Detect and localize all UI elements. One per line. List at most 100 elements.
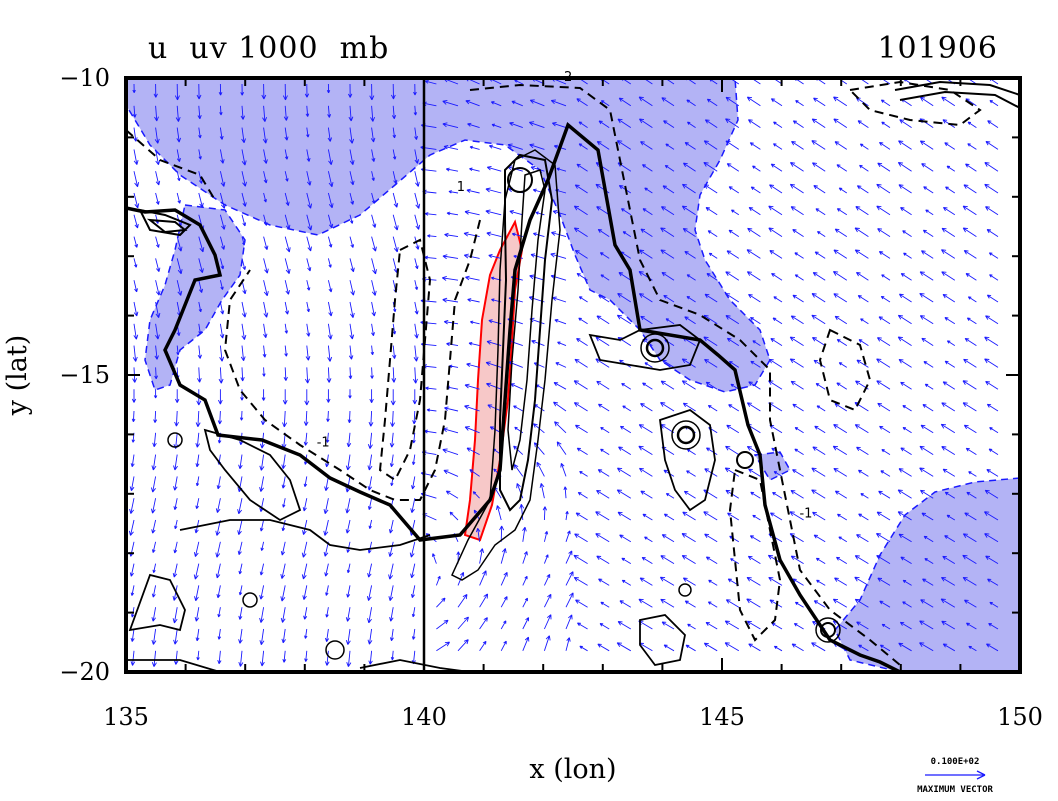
wind-vector xyxy=(565,614,573,630)
wind-vector xyxy=(660,402,675,412)
wind-vector xyxy=(303,607,308,620)
wind-vector xyxy=(816,579,826,586)
wind-vector xyxy=(665,493,675,499)
wind-vector xyxy=(241,171,247,187)
wind-vector xyxy=(962,227,977,237)
wind-vector xyxy=(941,249,956,259)
wind-vector xyxy=(703,140,718,150)
wind-vector xyxy=(345,519,351,534)
wind-vector xyxy=(877,162,891,172)
wind-vector xyxy=(963,250,977,259)
wind-vector xyxy=(284,192,290,206)
wind-vector xyxy=(442,99,459,107)
wind-vector xyxy=(858,513,869,521)
wind-vector xyxy=(944,535,956,543)
wind-vector xyxy=(922,578,934,586)
wind-vector xyxy=(859,164,869,172)
wind-vector xyxy=(499,525,505,542)
wind-vector xyxy=(621,208,632,216)
wind-vector xyxy=(924,383,934,390)
contour-thin-2 xyxy=(451,149,561,581)
wind-vector xyxy=(237,498,243,515)
wind-vector xyxy=(962,205,977,216)
wind-vector xyxy=(988,448,999,455)
contour-ring-6 xyxy=(820,622,836,638)
wind-vector xyxy=(553,382,567,390)
wind-vector xyxy=(878,251,891,259)
wind-vector xyxy=(836,164,848,172)
wind-vector xyxy=(595,533,610,543)
wind-vector xyxy=(686,274,696,281)
wind-vector xyxy=(349,171,355,186)
wind-vector xyxy=(854,598,869,608)
wind-vector xyxy=(324,628,330,642)
wind-vector xyxy=(514,79,523,85)
wind-vector xyxy=(876,533,891,543)
wind-vector xyxy=(551,122,567,129)
wind-vector xyxy=(555,362,567,368)
wind-vector xyxy=(986,294,999,303)
wind-vector xyxy=(639,577,653,586)
wind-vector xyxy=(259,607,265,623)
wind-vector xyxy=(305,105,310,117)
wind-vector xyxy=(724,467,740,477)
wind-vector xyxy=(773,121,783,128)
wind-vector xyxy=(282,389,288,405)
wind-vector xyxy=(919,620,934,630)
wind-vector xyxy=(705,207,718,216)
wind-vector xyxy=(326,389,331,403)
wind-vector xyxy=(348,367,353,380)
wind-vector xyxy=(368,650,373,665)
wind-vector xyxy=(392,192,399,208)
wind-vector xyxy=(414,149,420,164)
wind-vector xyxy=(752,514,761,521)
wind-vector xyxy=(638,96,653,107)
wind-vector xyxy=(984,162,999,172)
wind-vector xyxy=(919,315,934,325)
wind-vector xyxy=(876,183,891,194)
wind-vector xyxy=(730,383,740,390)
wind-vector xyxy=(724,620,740,630)
wind-vector xyxy=(371,280,377,296)
wind-vector xyxy=(574,184,588,194)
wind-vector xyxy=(616,642,632,652)
wind-vector xyxy=(877,337,891,346)
wind-vector xyxy=(392,345,397,359)
wind-vector xyxy=(414,127,419,140)
wind-vector xyxy=(155,192,160,205)
wind-vector xyxy=(306,280,311,291)
wind-vector xyxy=(920,599,934,608)
wind-vector xyxy=(195,410,201,428)
wind-vector xyxy=(622,405,632,412)
wind-vector xyxy=(427,234,437,238)
wind-vector xyxy=(640,490,653,499)
wind-vector xyxy=(705,381,718,390)
wind-vector xyxy=(574,358,588,368)
wind-vector xyxy=(196,83,202,100)
wind-vector xyxy=(414,301,419,315)
wind-vector xyxy=(368,519,373,529)
wind-vector xyxy=(392,149,397,160)
wind-vector xyxy=(790,555,804,564)
wind-vector xyxy=(985,555,999,564)
wind-vector xyxy=(815,383,826,390)
wind-vector xyxy=(284,258,291,274)
wind-vector xyxy=(349,258,355,273)
wind-vector xyxy=(789,511,804,521)
wind-vector xyxy=(327,258,332,268)
wind-vector xyxy=(240,105,246,120)
wind-vector xyxy=(442,297,459,303)
wind-vector xyxy=(219,171,226,187)
wind-vector xyxy=(746,271,761,281)
wind-vector xyxy=(565,550,573,564)
wind-vector xyxy=(217,628,222,640)
wind-vector xyxy=(986,643,999,652)
wind-vector xyxy=(834,577,848,586)
wind-vector xyxy=(346,650,352,667)
wind-vector xyxy=(876,205,891,216)
wind-vector xyxy=(283,367,288,381)
wind-vector xyxy=(444,406,459,412)
wind-vector xyxy=(686,99,696,107)
wind-vector xyxy=(302,519,308,535)
wind-vector xyxy=(941,227,956,237)
